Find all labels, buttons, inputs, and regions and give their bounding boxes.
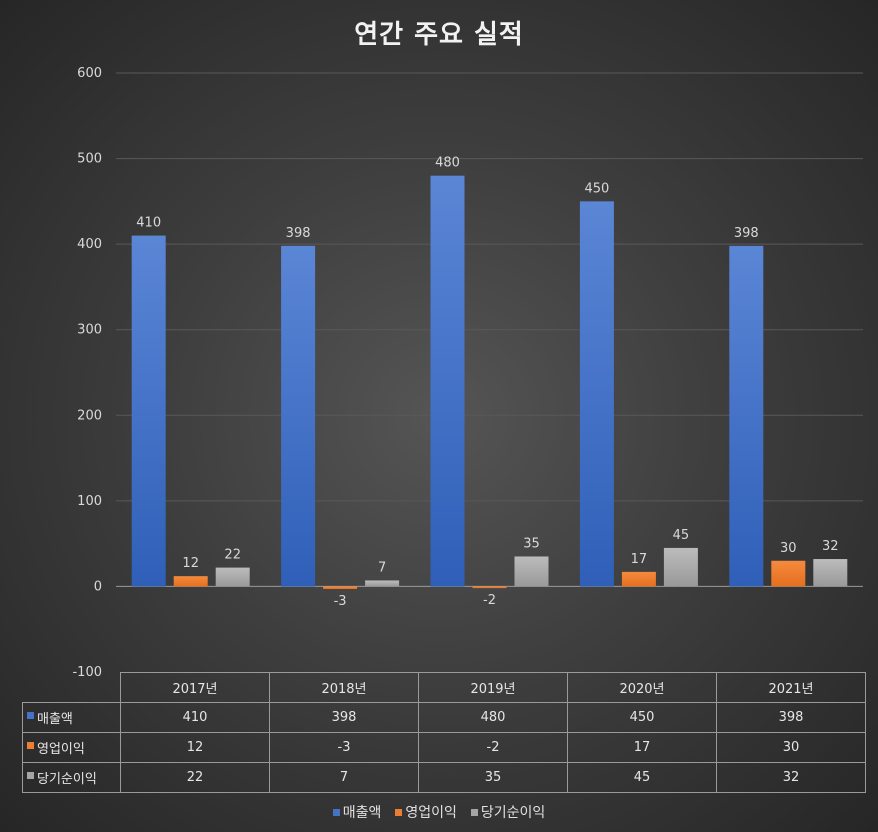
table-category-header: 2018년 (269, 672, 419, 703)
series-name-label: 영업이익 (37, 742, 85, 757)
data-label: 12 (182, 556, 199, 571)
table-cell: 17 (567, 732, 717, 763)
y-tick-label: 400 (77, 237, 102, 252)
table-cell: -2 (418, 732, 568, 763)
data-label: 480 (435, 156, 460, 171)
bar-당기순이익-2021년 (813, 559, 848, 587)
table-series-name: 매출액 (22, 702, 121, 733)
legend-label: 당기순이익 (480, 805, 546, 821)
table-series-name: 영업이익 (22, 732, 121, 763)
bar-영업이익-2021년 (771, 560, 806, 587)
table-row: 당기순이익 22 7 35 45 32 (22, 762, 866, 793)
legend-item: 당기순이익 (470, 802, 546, 822)
legend-key-icon (27, 712, 34, 719)
bar-매출액-2017년 (131, 235, 166, 587)
y-tick-label: 200 (77, 408, 102, 423)
table-cell: 398 (716, 702, 866, 733)
chart-title: 연간 주요 실적 (354, 20, 524, 50)
table-cell: 7 (269, 762, 419, 793)
legend-swatch-icon (395, 808, 403, 816)
table-row: 매출액 410 398 480 450 398 (22, 702, 866, 733)
series-name-label: 당기순이익 (37, 772, 97, 787)
legend-label: 매출액 (342, 805, 382, 821)
data-label: 450 (584, 181, 609, 196)
y-tick-label: 0 (94, 579, 102, 594)
table-cell: 398 (269, 702, 419, 733)
data-label: 7 (378, 560, 386, 575)
y-tick-label: 300 (77, 323, 102, 338)
table-category-header: 2019년 (418, 672, 568, 703)
bar-당기순이익-2020년 (663, 547, 698, 587)
data-label: -3 (334, 594, 347, 609)
table-cell: 35 (418, 762, 568, 793)
series-name-label: 매출액 (37, 712, 73, 727)
legend: 매출액 영업이익 당기순이익 (0, 802, 878, 822)
data-label: 410 (136, 216, 161, 231)
data-label: 398 (286, 226, 311, 241)
table-corner (22, 672, 121, 703)
bar-영업이익-2019년 (472, 586, 507, 589)
bar-당기순이익-2017년 (215, 567, 250, 587)
legend-swatch-icon (470, 808, 478, 816)
table-row: 영업이익 12 -3 -2 17 30 (22, 732, 866, 763)
bar-매출액-2020년 (579, 201, 614, 587)
table-cell: 450 (567, 702, 717, 733)
table-category-header: 2020년 (567, 672, 717, 703)
data-label: 32 (822, 539, 839, 554)
table-cell: 45 (567, 762, 717, 793)
table-header-row: 2017년 2018년 2019년 2020년 2021년 (22, 672, 866, 703)
data-label: 17 (631, 552, 648, 567)
bar-영업이익-2020년 (621, 571, 656, 587)
table-series-name: 당기순이익 (22, 762, 121, 793)
legend-item: 영업이익 (395, 802, 457, 822)
legend-key-icon (27, 742, 34, 749)
bar-당기순이익-2018년 (365, 580, 400, 587)
legend-key-icon (27, 772, 34, 779)
data-label: 398 (734, 226, 759, 241)
y-tick-label: 500 (77, 152, 102, 167)
table-cell: 22 (120, 762, 270, 793)
table-cell: 30 (716, 732, 866, 763)
y-tick-label: 600 (77, 66, 102, 81)
bar-영업이익-2017년 (173, 576, 208, 587)
data-table: 2017년 2018년 2019년 2020년 2021년 매출액 410 398 480 45… (22, 672, 866, 793)
bar-매출액-2018년 (281, 245, 316, 587)
data-label: 35 (523, 536, 540, 551)
data-label: 22 (224, 548, 241, 563)
table-category-header: 2021년 (716, 672, 866, 703)
table-category-header: 2017년 (120, 672, 270, 703)
table-cell: 480 (418, 702, 568, 733)
bar-매출액-2019년 (430, 175, 465, 587)
legend-swatch-icon (332, 808, 340, 816)
y-tick-label: 100 (77, 494, 102, 509)
table-cell: 12 (120, 732, 270, 763)
bar-영업이익-2018년 (323, 586, 358, 589)
data-label: 30 (780, 541, 797, 556)
legend-label: 영업이익 (405, 805, 457, 821)
data-label: -2 (483, 593, 496, 608)
legend-item: 매출액 (332, 802, 382, 822)
table-cell: 32 (716, 762, 866, 793)
data-label: 45 (673, 528, 690, 543)
bar-당기순이익-2019년 (514, 556, 549, 587)
bar-매출액-2021년 (729, 245, 764, 587)
table-cell: -3 (269, 732, 419, 763)
table-cell: 410 (120, 702, 270, 733)
